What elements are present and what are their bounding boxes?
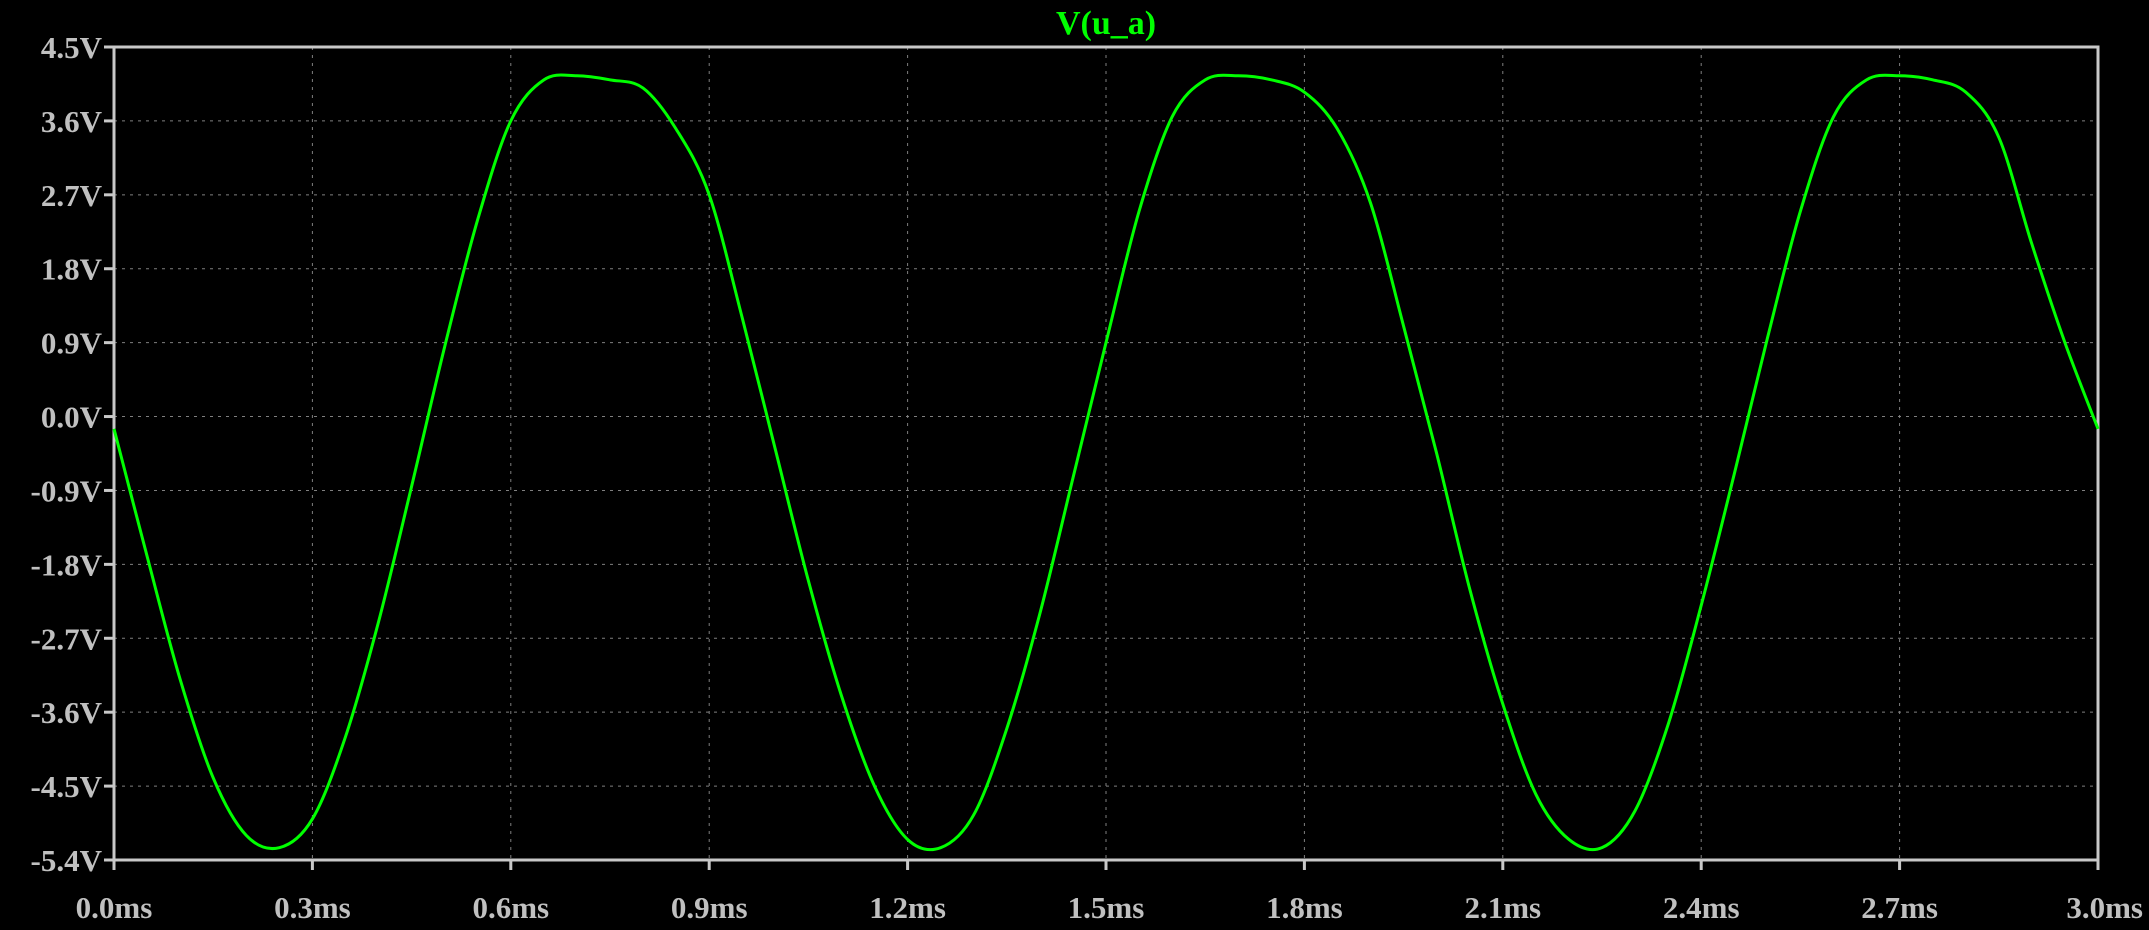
y-tick-label: 4.5V xyxy=(41,30,103,65)
y-tick-label: -0.9V xyxy=(31,473,103,508)
x-tick-label: 2.7ms xyxy=(1861,890,1938,925)
plot-frame xyxy=(112,45,2100,862)
x-tick-label: 0.9ms xyxy=(671,890,748,925)
y-tick-label: 1.8V xyxy=(41,252,103,287)
x-tick-label: 3.0ms xyxy=(2066,890,2143,925)
y-tick-label: 3.6V xyxy=(41,104,103,139)
x-tick-label: 1.8ms xyxy=(1266,890,1343,925)
axes: 0.0ms 0.3ms 0.6ms 0.9ms 1.2ms 1.5ms 1.8ms 2.1ms… xyxy=(31,30,2143,925)
x-tick-label: 0.0ms xyxy=(76,890,153,925)
y-tick-label: -1.8V xyxy=(31,547,103,582)
y-tick-label: 0.0V xyxy=(41,400,103,435)
x-tick-label: 2.4ms xyxy=(1663,890,1740,925)
y-tick-label: -4.5V xyxy=(31,769,103,804)
y-tick-label: -5.4V xyxy=(31,843,103,878)
x-tick-label: 0.3ms xyxy=(274,890,351,925)
y-tick-label: -3.6V xyxy=(31,695,103,730)
x-tick-label: 2.1ms xyxy=(1464,890,1541,925)
y-tick-label: 2.7V xyxy=(41,178,103,213)
trace-layer xyxy=(112,73,2100,852)
x-tick-label: 1.5ms xyxy=(1068,890,1145,925)
y-tick-label: -2.7V xyxy=(31,621,103,656)
x-tick-label: 1.2ms xyxy=(869,890,946,925)
y-tick-label: 0.9V xyxy=(41,326,103,361)
waveform-trace xyxy=(112,73,2100,852)
chart-title: V(u_a) xyxy=(1056,5,1156,42)
x-tick-label: 0.6ms xyxy=(472,890,549,925)
